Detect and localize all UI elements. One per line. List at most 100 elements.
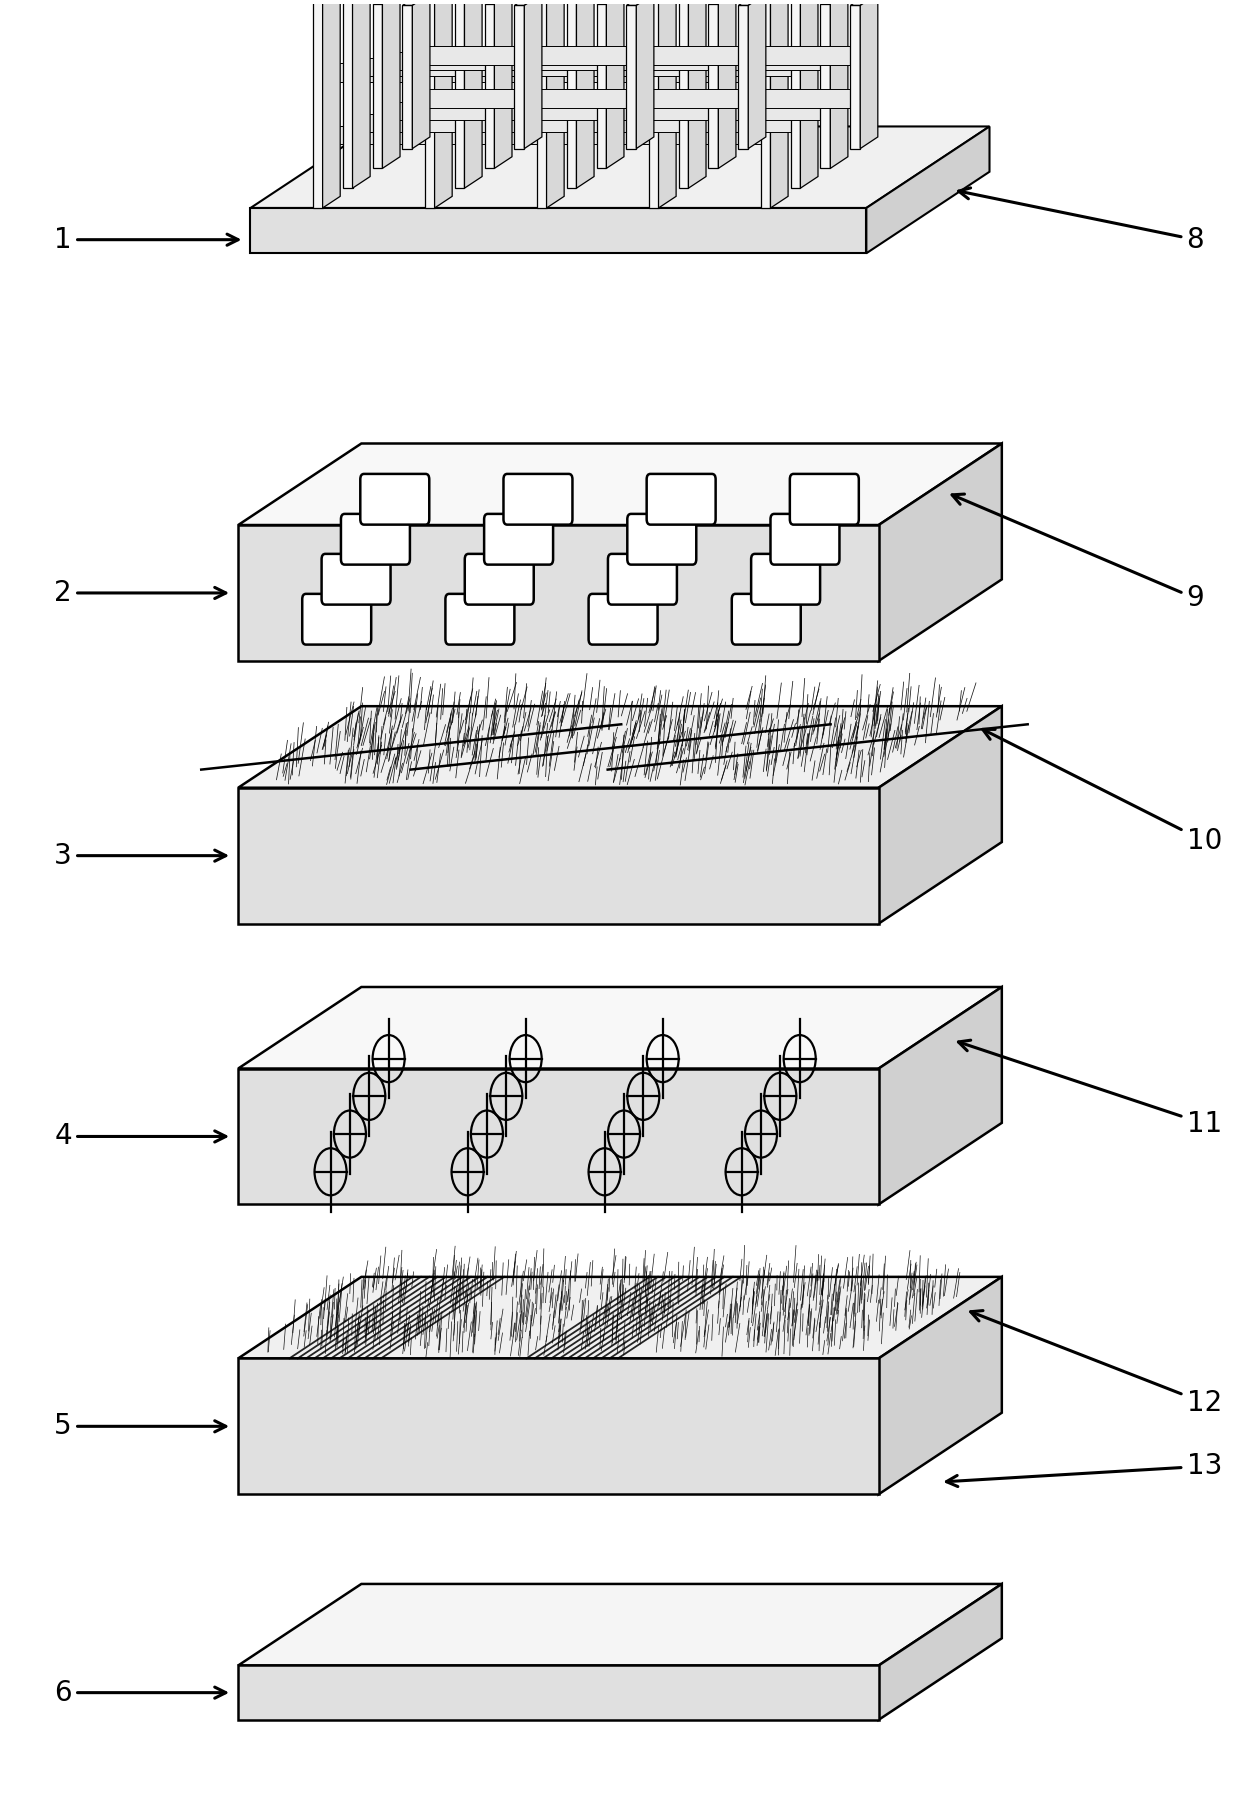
Text: 11: 11	[959, 1041, 1221, 1138]
Polygon shape	[770, 0, 789, 207]
Polygon shape	[382, 102, 485, 120]
Polygon shape	[322, 64, 425, 82]
Polygon shape	[800, 0, 818, 187]
Polygon shape	[425, 0, 434, 207]
FancyBboxPatch shape	[503, 473, 573, 524]
Polygon shape	[606, 53, 708, 71]
Polygon shape	[238, 986, 1002, 1068]
Polygon shape	[760, 0, 770, 207]
Polygon shape	[413, 89, 515, 107]
Polygon shape	[547, 64, 649, 82]
Polygon shape	[867, 126, 990, 253]
FancyBboxPatch shape	[627, 513, 697, 564]
Text: 12: 12	[971, 1310, 1221, 1416]
Polygon shape	[626, 0, 653, 5]
Polygon shape	[791, 2, 800, 187]
Polygon shape	[688, 0, 706, 187]
Text: 6: 6	[55, 1678, 226, 1707]
Polygon shape	[636, 0, 653, 149]
FancyBboxPatch shape	[751, 553, 820, 604]
Polygon shape	[455, 2, 465, 187]
FancyBboxPatch shape	[732, 593, 801, 644]
Polygon shape	[879, 1278, 1002, 1494]
Text: 13: 13	[946, 1452, 1221, 1487]
Polygon shape	[238, 524, 879, 661]
Polygon shape	[434, 64, 537, 82]
Text: 4: 4	[55, 1123, 226, 1150]
Polygon shape	[688, 58, 791, 76]
FancyBboxPatch shape	[790, 473, 859, 524]
Polygon shape	[238, 1583, 1002, 1665]
FancyBboxPatch shape	[608, 553, 677, 604]
FancyBboxPatch shape	[321, 553, 391, 604]
Polygon shape	[708, 4, 718, 169]
Polygon shape	[238, 444, 1002, 524]
Polygon shape	[738, 5, 748, 149]
Polygon shape	[879, 986, 1002, 1205]
Polygon shape	[831, 0, 848, 169]
Polygon shape	[577, 0, 594, 187]
Polygon shape	[495, 53, 596, 71]
Polygon shape	[238, 1068, 879, 1205]
Polygon shape	[322, 0, 340, 207]
Polygon shape	[312, 0, 322, 207]
Polygon shape	[382, 0, 401, 169]
Polygon shape	[342, 2, 352, 187]
Polygon shape	[382, 53, 485, 71]
Polygon shape	[372, 4, 382, 169]
FancyBboxPatch shape	[445, 593, 515, 644]
Polygon shape	[352, 58, 455, 76]
Polygon shape	[606, 102, 708, 120]
Polygon shape	[485, 0, 512, 4]
Polygon shape	[525, 0, 542, 149]
Text: 1: 1	[55, 226, 238, 253]
Polygon shape	[718, 102, 821, 120]
Polygon shape	[403, 0, 430, 5]
Text: 8: 8	[959, 187, 1204, 253]
Text: 2: 2	[55, 579, 226, 606]
Polygon shape	[821, 4, 831, 169]
Polygon shape	[748, 0, 766, 149]
Polygon shape	[636, 47, 738, 66]
Polygon shape	[547, 0, 564, 207]
Polygon shape	[748, 89, 851, 107]
Polygon shape	[649, 0, 658, 207]
Polygon shape	[465, 115, 567, 131]
Polygon shape	[515, 0, 542, 5]
Polygon shape	[238, 1278, 1002, 1358]
Polygon shape	[238, 706, 1002, 788]
Polygon shape	[708, 0, 735, 4]
Polygon shape	[238, 1665, 879, 1720]
FancyBboxPatch shape	[484, 513, 553, 564]
Polygon shape	[678, 2, 688, 187]
Polygon shape	[495, 0, 512, 169]
Polygon shape	[738, 0, 766, 5]
Polygon shape	[250, 126, 990, 207]
Polygon shape	[596, 0, 624, 4]
Polygon shape	[718, 0, 735, 169]
FancyBboxPatch shape	[770, 513, 839, 564]
FancyBboxPatch shape	[589, 593, 657, 644]
FancyBboxPatch shape	[341, 513, 410, 564]
Polygon shape	[413, 0, 430, 149]
Polygon shape	[879, 706, 1002, 923]
Polygon shape	[525, 47, 626, 66]
Polygon shape	[577, 58, 678, 76]
FancyBboxPatch shape	[465, 553, 533, 604]
Polygon shape	[465, 58, 567, 76]
Polygon shape	[250, 207, 867, 253]
Text: 5: 5	[55, 1412, 226, 1440]
Polygon shape	[879, 1583, 1002, 1720]
Polygon shape	[577, 115, 678, 131]
Polygon shape	[567, 2, 577, 187]
Polygon shape	[821, 0, 848, 4]
Polygon shape	[322, 126, 425, 144]
Polygon shape	[372, 0, 401, 4]
Polygon shape	[547, 126, 649, 144]
Polygon shape	[495, 102, 596, 120]
Text: 9: 9	[952, 493, 1204, 612]
Polygon shape	[352, 115, 455, 131]
Polygon shape	[485, 4, 495, 169]
Polygon shape	[851, 0, 878, 5]
Polygon shape	[413, 47, 515, 66]
